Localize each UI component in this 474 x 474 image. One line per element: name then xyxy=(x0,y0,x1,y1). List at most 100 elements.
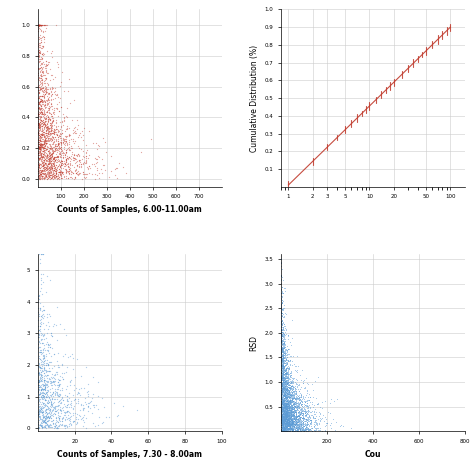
Point xyxy=(284,420,292,428)
Point xyxy=(306,397,313,404)
Point xyxy=(290,402,297,410)
Point xyxy=(279,428,286,435)
Point xyxy=(279,306,287,313)
Point xyxy=(36,398,44,405)
Point xyxy=(41,384,48,392)
Point xyxy=(48,149,55,157)
Point xyxy=(74,395,82,402)
Point xyxy=(286,399,294,406)
Point xyxy=(39,72,47,79)
Point xyxy=(289,419,297,427)
Point xyxy=(47,163,55,171)
Point xyxy=(281,386,288,394)
Point xyxy=(38,330,46,338)
Point xyxy=(284,365,292,373)
Point xyxy=(39,84,47,92)
Point xyxy=(37,350,45,358)
Point xyxy=(37,274,45,282)
Point xyxy=(281,365,289,373)
Point xyxy=(285,386,293,394)
Point xyxy=(304,426,311,434)
Point xyxy=(52,118,60,126)
Point xyxy=(278,390,285,397)
Point xyxy=(38,92,46,100)
Point xyxy=(288,426,296,433)
Point xyxy=(59,117,66,125)
Point xyxy=(49,169,57,177)
Point xyxy=(294,420,301,428)
Point xyxy=(46,154,54,161)
Point xyxy=(295,421,302,429)
Point xyxy=(44,117,52,124)
Point xyxy=(293,366,301,374)
Point xyxy=(284,420,292,428)
Point xyxy=(282,419,290,427)
Point xyxy=(34,69,42,76)
Point xyxy=(289,407,296,414)
Point xyxy=(42,140,50,148)
Point xyxy=(37,271,45,278)
Point xyxy=(42,416,49,423)
Point xyxy=(283,351,291,358)
Point xyxy=(36,306,44,313)
Point xyxy=(72,166,80,173)
Point xyxy=(283,394,291,401)
Point xyxy=(280,377,287,385)
Point xyxy=(278,400,285,408)
Point xyxy=(282,377,289,385)
Point xyxy=(278,319,286,327)
Point xyxy=(296,423,303,431)
Point xyxy=(39,147,46,155)
Point xyxy=(278,405,285,413)
Point xyxy=(283,421,290,428)
Point xyxy=(282,368,289,375)
Point xyxy=(46,104,53,112)
Point xyxy=(285,421,293,428)
Point xyxy=(36,113,44,120)
Point xyxy=(44,171,51,178)
Point xyxy=(53,128,60,136)
Point xyxy=(62,156,70,164)
Point xyxy=(310,410,318,418)
Point xyxy=(295,420,302,428)
Point xyxy=(71,155,79,163)
Point xyxy=(279,412,286,420)
Point xyxy=(283,398,291,405)
Point xyxy=(277,376,285,383)
Point xyxy=(52,21,60,29)
Point xyxy=(37,102,45,110)
Point xyxy=(298,417,305,424)
Point xyxy=(283,405,290,412)
Point xyxy=(280,415,288,423)
Point xyxy=(79,406,86,414)
Point xyxy=(52,171,59,179)
Point xyxy=(73,419,81,427)
Point xyxy=(36,120,43,128)
Point xyxy=(37,149,45,156)
Point xyxy=(35,164,43,172)
Point xyxy=(119,164,127,171)
Point xyxy=(302,421,310,428)
Point xyxy=(282,358,289,365)
Point xyxy=(284,413,292,420)
Point xyxy=(282,400,289,407)
Point xyxy=(281,410,289,418)
Point xyxy=(39,150,47,158)
Point xyxy=(49,403,56,411)
Point xyxy=(36,408,43,415)
Point xyxy=(63,407,71,415)
Point xyxy=(277,334,285,341)
Point xyxy=(48,160,55,167)
Point xyxy=(309,424,316,431)
Point xyxy=(50,154,58,161)
Point xyxy=(59,139,67,146)
Point xyxy=(57,103,65,111)
Point xyxy=(292,419,300,427)
Point xyxy=(55,136,62,143)
Point xyxy=(304,420,312,428)
Point xyxy=(278,408,285,415)
Point xyxy=(36,120,44,128)
Point xyxy=(100,162,108,169)
Point xyxy=(47,137,55,145)
Point xyxy=(278,373,286,381)
